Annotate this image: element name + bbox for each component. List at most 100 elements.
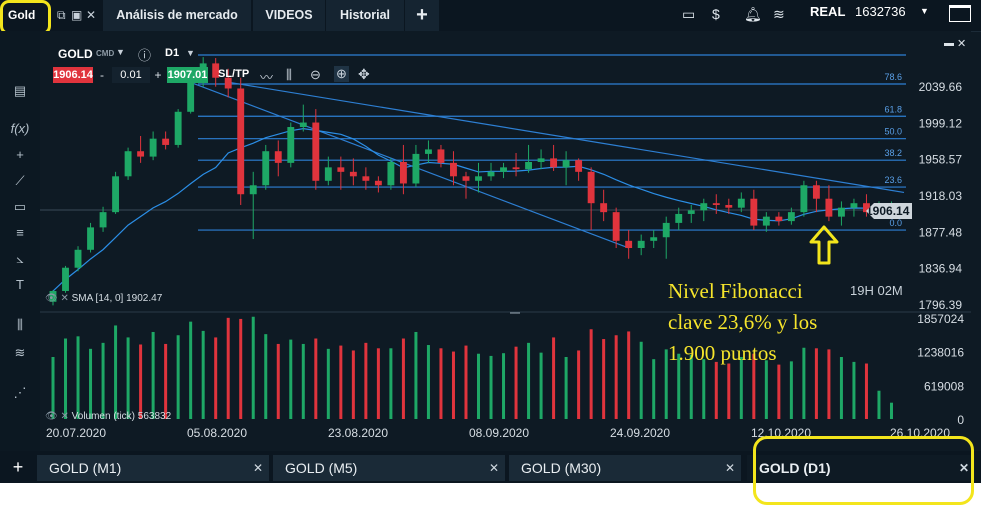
bottom-tab-bar: + GOLD (M1) ✕ GOLD (M5) ✕ GOLD (M30) ✕ G… xyxy=(0,451,981,483)
zoom-in-icon[interactable]: ⊕ xyxy=(334,66,349,82)
candle-body xyxy=(412,153,420,184)
candle xyxy=(124,147,132,180)
chevron-down-icon[interactable]: ▼ xyxy=(116,47,125,57)
candle-body xyxy=(737,198,745,208)
candle-body xyxy=(87,227,94,250)
candle xyxy=(299,104,307,132)
tab-videos[interactable]: VIDEOS xyxy=(252,0,325,31)
add-chart-button[interactable]: + xyxy=(12,457,24,477)
candle xyxy=(625,230,633,259)
fib-label-23.6: 23.6 xyxy=(884,175,902,185)
function-icon[interactable]: f(x) xyxy=(10,121,30,136)
panel-icon[interactable]: ▤ xyxy=(13,83,27,98)
bottom-tab-m5[interactable]: GOLD (M5) ✕ xyxy=(273,455,505,481)
candle xyxy=(650,230,658,248)
close-icon[interactable]: ✕ xyxy=(86,8,97,22)
crosshair-icon[interactable]: + xyxy=(16,147,24,162)
candle-type-icon[interactable]: ⫼ xyxy=(286,67,292,82)
bottom-tab-m30[interactable]: GOLD (M30) ✕ xyxy=(509,455,741,481)
sell-button[interactable]: 1906.14 xyxy=(53,67,93,83)
account-chevron-icon[interactable]: ▼ xyxy=(920,6,929,16)
close-icon[interactable]: ✕ xyxy=(958,461,969,475)
volume-bar xyxy=(677,353,681,419)
candles xyxy=(49,57,895,306)
volume-bar xyxy=(376,348,380,419)
candle xyxy=(312,109,320,190)
candle-body xyxy=(475,176,482,181)
layout-icon[interactable]: ▭ xyxy=(682,6,696,22)
bell-icon[interactable]: 🔔︎ xyxy=(744,6,762,22)
candle xyxy=(149,131,157,161)
tab-historial[interactable]: Historial xyxy=(325,0,404,31)
volume-bar xyxy=(226,317,230,419)
bottom-tab-d1-active[interactable]: GOLD (D1) ✕ xyxy=(747,455,975,481)
info-icon[interactable]: ⓘ xyxy=(138,48,152,63)
detach-icon[interactable]: ⧉ xyxy=(57,8,66,22)
move-icon[interactable]: ✥ xyxy=(358,66,370,82)
top-bar: Gold ▼ ⧉ ▣ ✕ Análisis de mercado VIDEOS … xyxy=(0,0,981,47)
eye-icon[interactable]: 👁︎ ✕ xyxy=(45,293,72,304)
window-icon[interactable] xyxy=(949,5,971,22)
timeframe-select[interactable]: D1 xyxy=(165,47,180,59)
share-icon[interactable]: ⋰ xyxy=(13,385,27,400)
price-axis: 2039.66 1999.12 1958.57 1918.03 1877.48 1836.… xyxy=(919,80,963,312)
tab-analisis-mercado[interactable]: Análisis de mercado xyxy=(103,0,251,31)
maximize-icon[interactable]: ▣ xyxy=(71,8,83,22)
candle-body xyxy=(324,167,332,181)
timeframe-chevron-icon[interactable]: ▼ xyxy=(186,48,195,58)
candle-body xyxy=(62,267,69,292)
candle xyxy=(800,180,808,217)
candle xyxy=(787,207,795,225)
volume-bar xyxy=(276,343,280,419)
layers-icon[interactable]: ≋ xyxy=(14,345,26,360)
line-chart-icon[interactable]: 〰 xyxy=(260,70,274,85)
date-tick: 08.09.2020 xyxy=(469,426,529,440)
candle-body xyxy=(124,151,132,177)
candle xyxy=(712,194,720,214)
fib-tool-icon[interactable]: ≡ xyxy=(16,225,24,240)
add-tab-button[interactable]: + xyxy=(404,0,439,31)
bottom-tab-m1[interactable]: GOLD (M1) ✕ xyxy=(37,455,269,481)
panel-maximize-icon[interactable]: ▬ xyxy=(944,38,954,49)
candle xyxy=(512,153,520,177)
buy-button[interactable]: 1907.01 xyxy=(167,67,208,83)
volume-bar xyxy=(689,354,693,419)
volume-bar xyxy=(101,342,105,419)
candle xyxy=(562,151,570,186)
sltp-button[interactable]: SL/TP xyxy=(218,68,250,80)
candle xyxy=(700,198,708,222)
lot-decrease-button[interactable]: - xyxy=(100,68,104,82)
tab-label: Historial xyxy=(339,8,390,22)
indicators-icon[interactable]: ⫼ xyxy=(17,317,23,332)
fib-label-61.8: 61.8 xyxy=(884,104,902,114)
price-tick: 1999.12 xyxy=(919,116,963,130)
close-icon[interactable]: ✕ xyxy=(252,461,263,475)
volume-bar xyxy=(439,348,443,419)
volume-bar xyxy=(627,331,631,419)
candle-body xyxy=(174,111,182,145)
currency-icon[interactable]: $ xyxy=(712,6,720,22)
fib-label-0.0: 0.0 xyxy=(889,218,902,228)
candle-body xyxy=(49,291,57,302)
line-tool-icon[interactable]: ⟋ xyxy=(15,173,25,188)
close-icon[interactable]: ✕ xyxy=(724,461,735,475)
lot-input[interactable]: 0.01 xyxy=(112,67,150,83)
lot-increase-button[interactable]: + xyxy=(154,68,162,82)
eye-icon[interactable]: 👁︎ ✕ xyxy=(45,411,72,422)
gann-icon[interactable]: ⦣ xyxy=(16,251,24,266)
candle xyxy=(450,151,457,186)
candle-body xyxy=(587,171,595,204)
panel-close-icon[interactable]: ✕ xyxy=(957,38,967,50)
volume-bar xyxy=(802,347,806,419)
account-balance[interactable]: 1632736 xyxy=(855,4,906,19)
candle xyxy=(750,189,758,231)
zoom-out-icon[interactable]: ⊖ xyxy=(310,67,321,82)
symbol-selector[interactable]: Gold ▼ xyxy=(2,2,47,47)
rectangle-icon[interactable]: ▭ xyxy=(13,199,27,214)
candle xyxy=(637,234,645,256)
text-tool-icon[interactable]: T xyxy=(16,277,24,292)
volume-bar xyxy=(852,361,856,419)
page-margin xyxy=(0,483,981,506)
close-icon[interactable]: ✕ xyxy=(488,461,499,475)
candle-body xyxy=(99,212,107,228)
